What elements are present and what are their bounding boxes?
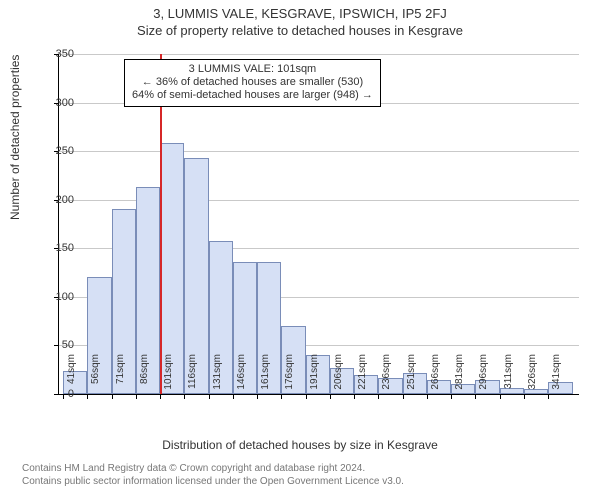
y-tick-label: 200 [44, 194, 74, 206]
x-tick-mark [403, 394, 404, 399]
x-tick-mark [87, 394, 88, 399]
x-tick-label: 71sqm [115, 354, 126, 398]
x-tick-label: 311sqm [503, 354, 514, 398]
x-tick-mark [306, 394, 307, 399]
annotation-line: ← 36% of detached houses are smaller (53… [132, 76, 373, 89]
x-tick-mark [451, 394, 452, 399]
x-tick-label: 251sqm [406, 354, 417, 398]
x-tick-mark [330, 394, 331, 399]
y-axis-label: Number of detached properties [8, 55, 22, 220]
x-tick-mark [257, 394, 258, 399]
annotation-line: 3 LUMMIS VALE: 101sqm [132, 63, 373, 76]
page-title-subtitle: Size of property relative to detached ho… [0, 21, 600, 38]
annotation-line: 64% of semi-detached houses are larger (… [132, 89, 373, 102]
histogram-chart: 41sqm56sqm71sqm86sqm101sqm116sqm131sqm14… [58, 54, 579, 395]
y-tick-label: 300 [44, 97, 74, 109]
footer-line2: Contains public sector information licen… [22, 475, 404, 488]
x-tick-label: 86sqm [139, 354, 150, 398]
x-tick-mark [524, 394, 525, 399]
x-tick-mark [475, 394, 476, 399]
x-tick-mark [184, 394, 185, 399]
x-tick-mark [112, 394, 113, 399]
gridline [59, 151, 579, 152]
footer-line1: Contains HM Land Registry data © Crown c… [22, 462, 404, 475]
annotation-box: 3 LUMMIS VALE: 101sqm← 36% of detached h… [124, 59, 381, 107]
x-axis-label: Distribution of detached houses by size … [0, 438, 600, 452]
x-tick-label: 191sqm [309, 354, 320, 398]
x-tick-label: 161sqm [260, 354, 271, 398]
x-tick-label: 266sqm [430, 354, 441, 398]
x-tick-mark [500, 394, 501, 399]
x-tick-label: 296sqm [478, 354, 489, 398]
y-tick-label: 250 [44, 145, 74, 157]
footer-attribution: Contains HM Land Registry data © Crown c… [22, 462, 404, 488]
page-title-address: 3, LUMMIS VALE, KESGRAVE, IPSWICH, IP5 2… [0, 0, 600, 21]
x-tick-mark [548, 394, 549, 399]
y-tick-label: 50 [44, 339, 74, 351]
x-tick-mark [233, 394, 234, 399]
x-tick-mark [354, 394, 355, 399]
gridline [59, 54, 579, 55]
x-tick-label: 146sqm [236, 354, 247, 398]
x-tick-label: 236sqm [381, 354, 392, 398]
x-tick-mark [136, 394, 137, 399]
y-tick-label: 100 [44, 291, 74, 303]
x-tick-label: 176sqm [284, 354, 295, 398]
x-tick-label: 206sqm [333, 354, 344, 398]
x-tick-label: 56sqm [90, 354, 101, 398]
y-tick-label: 350 [44, 48, 74, 60]
x-tick-label: 116sqm [187, 354, 198, 398]
x-tick-label: 101sqm [163, 354, 174, 398]
x-tick-mark [378, 394, 379, 399]
y-tick-label: 0 [44, 388, 74, 400]
x-tick-label: 326sqm [527, 354, 538, 398]
x-tick-label: 341sqm [551, 354, 562, 398]
y-tick-label: 150 [44, 242, 74, 254]
x-tick-label: 281sqm [454, 354, 465, 398]
x-tick-mark [160, 394, 161, 399]
x-tick-mark [209, 394, 210, 399]
x-tick-mark [427, 394, 428, 399]
x-tick-mark [281, 394, 282, 399]
x-tick-label: 131sqm [212, 354, 223, 398]
x-tick-label: 221sqm [357, 354, 368, 398]
